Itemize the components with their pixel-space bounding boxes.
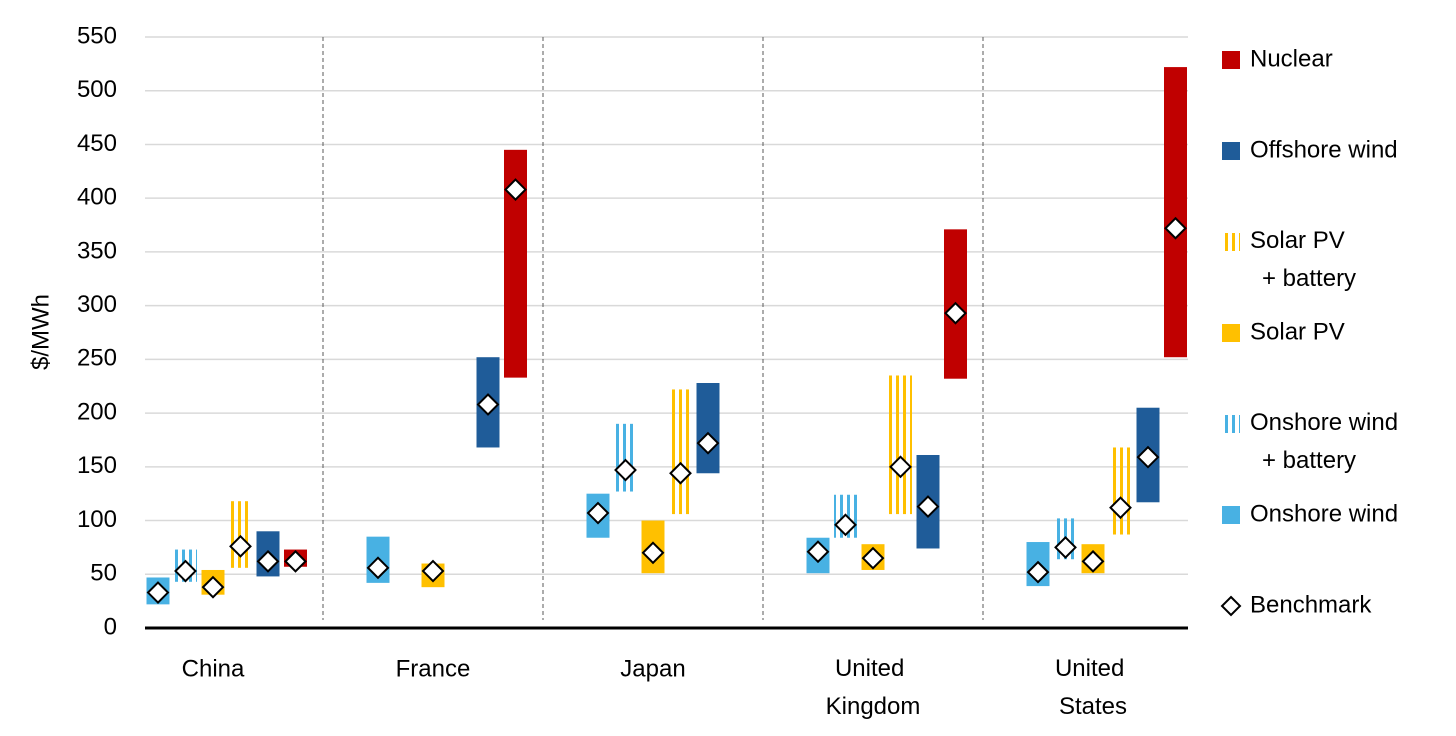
benchmark-marker	[1054, 535, 1077, 559]
y-tick-label: 400	[77, 184, 117, 211]
benchmark-marker	[696, 431, 720, 455]
benchmark-marker	[284, 549, 307, 573]
range-bar	[1109, 447, 1132, 535]
legend-swatch	[1222, 233, 1240, 251]
y-tick-label: 0	[104, 613, 117, 640]
benchmark-marker	[916, 495, 940, 518]
y-tick-label: 100	[77, 506, 117, 533]
benchmark-marker	[861, 546, 885, 570]
range-bar	[1164, 67, 1187, 358]
range-bar	[696, 383, 720, 474]
legend-label: Nuclear	[1250, 45, 1333, 72]
y-tick-label: 500	[77, 76, 117, 103]
benchmark-marker	[256, 549, 280, 573]
x-tick-label: Japan	[620, 655, 685, 682]
legend-label: Solar PV + battery	[1250, 227, 1356, 292]
benchmark-marker	[944, 301, 967, 325]
benchmark-marker	[201, 575, 225, 599]
range-bar	[669, 389, 692, 515]
y-tick-label: 450	[77, 130, 117, 157]
benchmark-marker	[614, 458, 637, 482]
benchmark-marker	[174, 559, 197, 583]
benchmark-marker	[806, 540, 830, 564]
benchmark-marker	[229, 534, 252, 558]
benchmark-marker	[1109, 496, 1132, 520]
legend-swatch	[1222, 324, 1240, 342]
benchmark-marker	[669, 461, 692, 485]
y-tick-label: 150	[77, 452, 117, 479]
y-axis-label: $/MWh	[27, 294, 54, 370]
benchmark-marker	[366, 556, 390, 580]
y-tick-label: 200	[77, 398, 117, 425]
y-tick-label: 300	[77, 291, 117, 318]
legend-swatch	[1222, 506, 1240, 524]
legend-label: Benchmark	[1250, 591, 1372, 618]
benchmark-marker	[1026, 560, 1050, 584]
benchmark-marker	[889, 455, 912, 479]
y-tick-label: 550	[77, 22, 117, 49]
benchmark-marker	[421, 559, 445, 583]
y-tick-label: 50	[90, 560, 117, 587]
range-bar	[229, 501, 252, 568]
range-bar	[504, 149, 527, 378]
legend-label: Solar PV	[1250, 318, 1345, 345]
legend-benchmark-marker	[1220, 595, 1242, 617]
benchmark-marker	[1164, 216, 1187, 240]
legend-swatch	[1222, 415, 1240, 433]
range-bar	[889, 375, 912, 515]
benchmark-marker	[1081, 549, 1105, 573]
y-tick-label: 350	[77, 237, 117, 264]
x-tick-label: France	[396, 655, 471, 682]
legend-label: Onshore wind + battery	[1250, 409, 1405, 474]
x-tick-label: United States	[1055, 655, 1131, 720]
benchmark-marker	[476, 393, 500, 416]
benchmark-marker	[586, 501, 610, 525]
benchmark-marker	[1136, 445, 1160, 469]
x-tick-label: China	[182, 655, 245, 682]
legend-label: Offshore wind	[1250, 136, 1398, 163]
benchmark-marker	[834, 513, 857, 537]
legend-swatch	[1222, 142, 1240, 160]
legend-label: Onshore wind	[1250, 500, 1398, 527]
benchmark-marker	[641, 541, 665, 565]
x-tick-label: United Kingdom	[826, 655, 921, 720]
y-tick-label: 250	[77, 345, 117, 372]
legend-swatch	[1222, 51, 1240, 69]
benchmark-marker	[146, 581, 170, 604]
benchmark-marker	[504, 178, 527, 201]
